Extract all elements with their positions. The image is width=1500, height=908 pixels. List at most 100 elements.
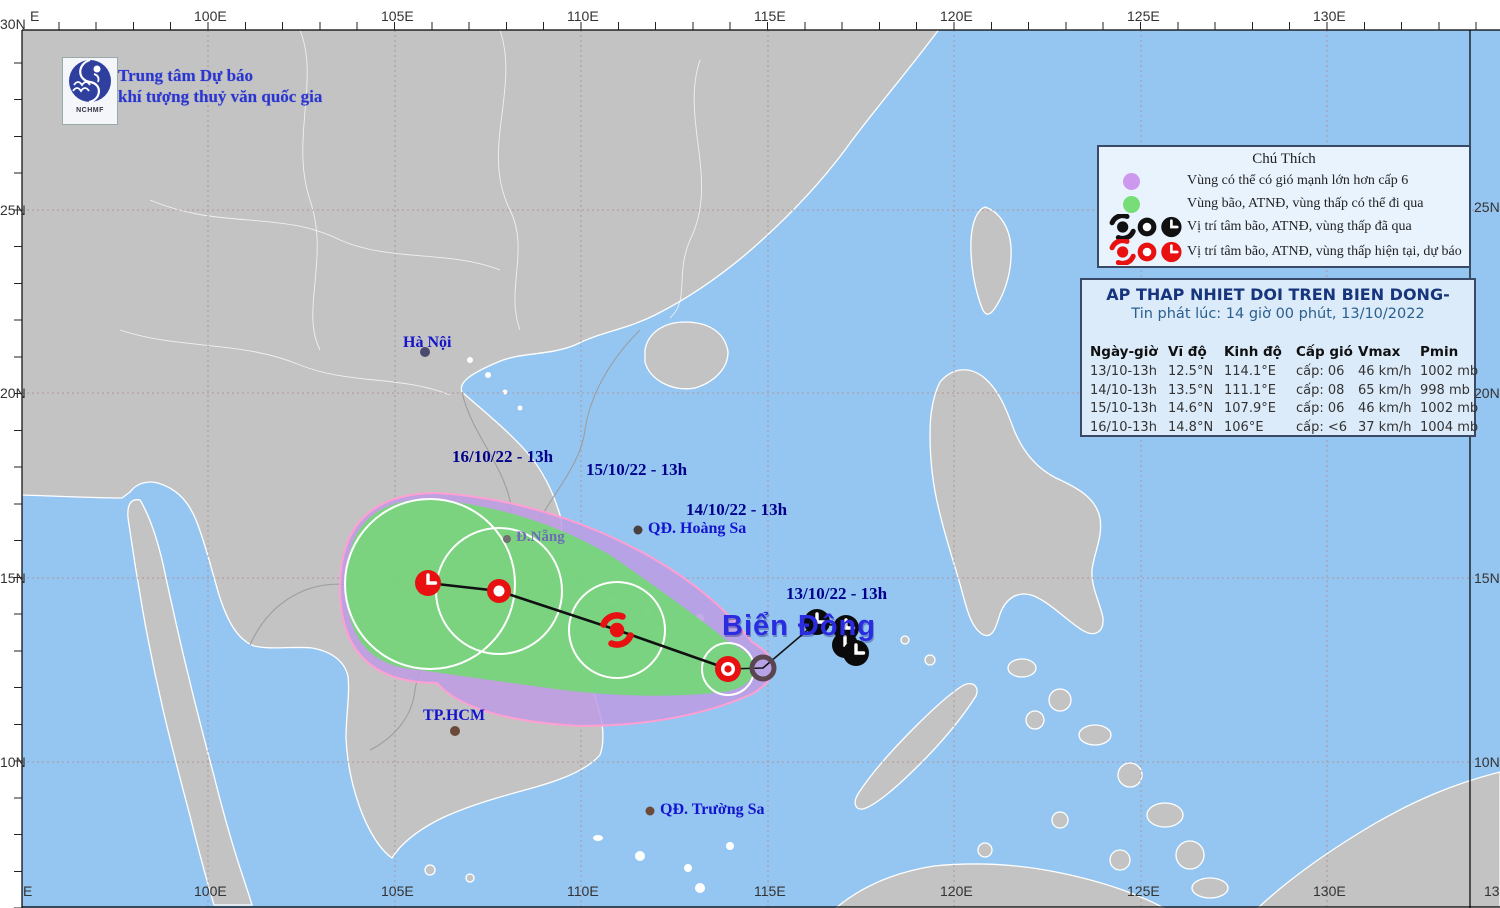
legend-item-label: Vùng bão, ATNĐ, vùng thấp có thể đi qua — [1187, 196, 1424, 211]
marker-13-10-current — [715, 656, 741, 682]
forecast-table-header: Ngày-giờ Vĩ độ Kinh độ Cấp gió Vmax Pmin — [1090, 342, 1470, 363]
cell: cấp: 08 — [1296, 382, 1345, 398]
axis-label-left: 15N — [0, 570, 26, 586]
top-axis-ticks — [22, 22, 1500, 30]
marker-16-10 — [413, 568, 443, 598]
cell: 16/10-13h — [1090, 419, 1157, 435]
past-position-icons — [1109, 214, 1183, 240]
axis-label-top: 110E — [567, 8, 599, 24]
marker-15-10 — [487, 579, 511, 603]
cell: 12.5°N — [1168, 364, 1214, 379]
nchmf-logo-icon — [69, 58, 111, 104]
axis-label-bottom-partial: 13 — [1484, 883, 1500, 899]
hanoi-dot — [420, 347, 430, 357]
forecast-table: Ngày-giờ Vĩ độ Kinh độ Cấp gió Vmax Pmin… — [1090, 342, 1479, 437]
cell: 14.6°N — [1168, 401, 1214, 416]
axis-label-left: 10N — [0, 754, 26, 770]
axis-label-bottom: 125E — [1127, 883, 1160, 899]
axis-label-bottom: 105E — [381, 883, 414, 899]
axis-label-bottom: 110E — [567, 883, 599, 899]
cell: 14.8°N — [1168, 419, 1214, 435]
landmass-indochina — [21, 27, 941, 859]
axis-label-bottom: 115E — [754, 883, 786, 899]
axis-label-top: 115E — [754, 8, 786, 24]
axis-label-bottom: 130E — [1313, 883, 1346, 899]
danang-dot — [503, 535, 511, 543]
org-name-line1: Trung tâm Dự báo — [118, 66, 254, 85]
cell: 13/10-13h — [1090, 364, 1157, 379]
legend-item-label: Vị trí tâm bão, ATNĐ, vùng thấp hiện tại… — [1187, 244, 1462, 259]
island-label-hoangsa: QĐ. Hoàng Sa — [648, 520, 747, 537]
legend-item-current-position: Vị trí tâm bão, ATNĐ, vùng thấp hiện tại… — [1105, 240, 1465, 264]
cell: 107.9°E — [1224, 401, 1276, 416]
forecast-time-label-13: 13/10/22 - 13h — [786, 584, 888, 603]
axis-label-bottom: 120E — [940, 883, 973, 899]
org-name-line2: khí tượng thuỷ văn quốc gia — [118, 87, 323, 106]
admin-borders — [119, 29, 702, 396]
forecast-track-line — [427, 581, 729, 671]
cell: 46 km/h — [1358, 401, 1412, 416]
cell: 1002 mb — [1420, 401, 1479, 416]
bulletin-issued-time: Tin phát lúc: 14 giờ 00 phút, 13/10/2022 — [1131, 306, 1425, 322]
axis-label-top: 130E — [1313, 8, 1346, 24]
island-luzon — [929, 369, 1104, 637]
green-area-swatch — [1123, 195, 1140, 213]
axis-label-top: 100E — [194, 8, 227, 24]
legend-item-track-area: Vùng bão, ATNĐ, vùng thấp có thể đi qua — [1105, 192, 1465, 216]
cell: cấp: 06 — [1296, 364, 1345, 379]
axis-label-left: 30N — [0, 16, 26, 32]
cell: 998 mb — [1420, 382, 1470, 398]
forecast-table-row: 13/10-13h 12.5°N 114.1°E cấp: 06 46 km/h… — [1090, 363, 1479, 382]
city-label-tphcm: TP.HCM — [423, 707, 486, 724]
axis-label-top: 105E — [381, 8, 414, 24]
cell: cấp: 06 — [1296, 401, 1345, 416]
legend-item-label: Vùng có thể có gió mạnh lớn hơn cấp 6 — [1187, 173, 1409, 188]
cell: 15/10-13h — [1090, 401, 1157, 416]
landmass-borneo — [835, 863, 1165, 908]
landmass-malay-peninsula — [127, 499, 253, 906]
legend-item-label: Vị trí tâm bão, ATNĐ, vùng thấp đã qua — [1187, 219, 1412, 234]
island-palawan — [854, 682, 978, 810]
axis-label-left: 20N — [0, 385, 26, 401]
current-position-icons — [1109, 239, 1183, 265]
axis-label-right: 10N — [1474, 754, 1500, 770]
purple-area-swatch — [1123, 172, 1140, 190]
cone-track-area — [346, 499, 755, 696]
left-axis-ticks — [14, 30, 22, 908]
axis-label-left: 25N — [0, 202, 26, 218]
axis-label-top: 125E — [1127, 8, 1160, 24]
landmass-southeast-corner — [1257, 771, 1500, 908]
legend-item-wind-area: Vùng có thể có gió mạnh lớn hơn cấp 6 — [1105, 169, 1465, 193]
cell: 1002 mb — [1420, 364, 1479, 379]
cell: 1004 mb — [1420, 419, 1479, 435]
nchmf-logo: NCHMF — [62, 57, 118, 125]
axis-label-top: 120E — [940, 8, 973, 24]
city-label-danang: Đ.Nẵng — [516, 529, 565, 545]
tphcm-dot — [450, 726, 460, 736]
cell: 46 km/h — [1358, 364, 1412, 379]
cell: 37 km/h — [1358, 419, 1412, 435]
cell: 111.1°E — [1224, 382, 1276, 398]
cell: 106°E — [1224, 419, 1264, 435]
axis-label-top-partial: E — [30, 8, 40, 24]
forecast-time-label-14: 14/10/22 - 13h — [686, 500, 788, 519]
hoangsa-dot — [633, 525, 643, 535]
col-header: Vĩ độ — [1168, 344, 1207, 360]
city-label-hanoi: Hà Nội — [403, 334, 452, 351]
axis-label-bottom: 100E — [194, 883, 227, 899]
legend-box: Chú Thích Vùng có thể có gió mạnh lớn hơ… — [1097, 145, 1471, 268]
legend-title: Chú Thích — [1252, 151, 1316, 167]
nchmf-logo-caption: NCHMF — [76, 107, 104, 114]
col-header: Vmax — [1358, 344, 1401, 360]
cell: 114.1°E — [1224, 364, 1276, 379]
col-header: Cấp gió — [1296, 344, 1353, 360]
cell: 13.5°N — [1168, 382, 1214, 398]
legend-item-past-position: Vị trí tâm bão, ATNĐ, vùng thấp đã qua — [1105, 215, 1465, 239]
island-taiwan — [970, 206, 1012, 315]
forecast-time-label-16: 16/10/22 - 13h — [452, 447, 554, 466]
sea-label-bien-dong: Biển Đông — [722, 610, 876, 642]
forecast-table-row: 15/10-13h 14.6°N 107.9°E cấp: 06 46 km/h… — [1090, 400, 1479, 419]
col-header: Ngày-giờ — [1090, 344, 1158, 360]
